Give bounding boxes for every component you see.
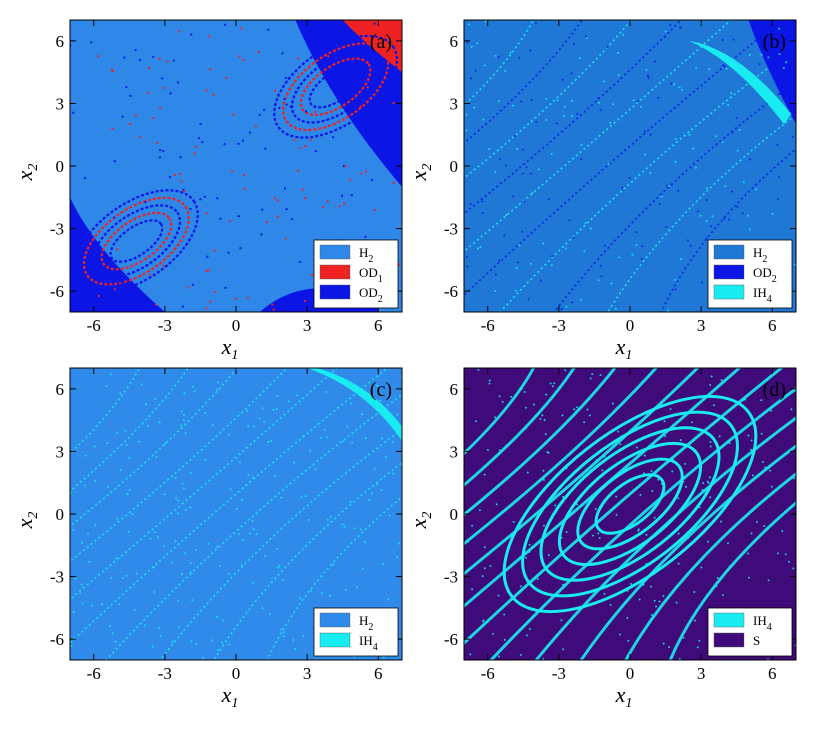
legend-entry-label: IH4 [359, 633, 378, 653]
basin-structures [70, 20, 402, 312]
y-tick-label: -3 [444, 568, 458, 587]
y-tick-label: -3 [50, 568, 64, 587]
y-tick-label: 3 [450, 442, 459, 461]
legend-entry-label: H2 [753, 245, 767, 265]
x-tick-label: 0 [626, 316, 635, 335]
x-tick-label: -3 [552, 664, 566, 683]
legend-entry-label: OD2 [359, 285, 383, 305]
legend-swatch [319, 284, 351, 300]
y-tick-label: 0 [56, 157, 65, 176]
y-axis-label-group: x2 [12, 164, 41, 182]
panel-label: (b) [763, 31, 786, 53]
y-tick-label: 3 [450, 94, 459, 113]
y-tick-label: 3 [56, 94, 65, 113]
legend-entry-label: IH4 [753, 285, 772, 305]
x-tick-label: -3 [158, 664, 172, 683]
basin-structures [70, 368, 402, 660]
x-tick-label: 6 [374, 664, 383, 683]
y-tick-label: 0 [450, 157, 459, 176]
y-axis-label: x2 [406, 512, 435, 530]
x-tick-label: -6 [87, 316, 101, 335]
legend-entry-label: H2 [359, 613, 373, 633]
legend-swatch [319, 632, 351, 648]
legend-entry-label: S [753, 633, 760, 648]
y-tick-label: -3 [50, 220, 64, 239]
y-tick-label: -6 [50, 630, 64, 649]
y-axis-label: x2 [12, 512, 41, 530]
x-tick-label: 0 [232, 664, 241, 683]
panel-label: (c) [370, 379, 392, 401]
y-tick-label: 6 [56, 380, 65, 399]
y-axis-label-group: x2 [406, 512, 435, 530]
y-tick-label: 6 [56, 32, 65, 51]
x-axis-label: x1 [615, 334, 633, 363]
y-axis-label: x2 [12, 164, 41, 182]
legend-swatch [713, 264, 745, 280]
x-tick-label: 3 [697, 664, 706, 683]
x-tick-label: 3 [697, 316, 706, 335]
x-tick-label: 3 [303, 316, 312, 335]
x-tick-label: 0 [626, 664, 635, 683]
y-axis-label-group: x2 [12, 512, 41, 530]
x-tick-label: 6 [374, 316, 383, 335]
legend-swatch [319, 264, 351, 280]
x-tick-label: -6 [481, 316, 495, 335]
x-axis-label: x1 [221, 334, 239, 363]
y-axis-label: x2 [406, 164, 435, 182]
legend-swatch [713, 244, 745, 260]
legend-entry-label: H2 [359, 245, 373, 265]
basin-structures [464, 368, 796, 660]
basin-structures [464, 20, 796, 312]
y-tick-label: 6 [450, 380, 459, 399]
panel-label: (a) [370, 31, 392, 53]
legend-swatch [713, 284, 745, 300]
legend-swatch [319, 612, 351, 628]
x-tick-label: -3 [552, 316, 566, 335]
x-tick-label: -3 [158, 316, 172, 335]
y-tick-label: 6 [450, 32, 459, 51]
x-tick-label: -6 [481, 664, 495, 683]
x-axis-label: x1 [221, 682, 239, 711]
panel-label: (d) [763, 379, 786, 401]
y-tick-label: 3 [56, 442, 65, 461]
x-tick-label: 3 [303, 664, 312, 683]
x-tick-label: 0 [232, 316, 241, 335]
legend-entry-label: IH4 [753, 613, 772, 633]
legend-swatch [713, 632, 745, 648]
y-tick-label: -3 [444, 220, 458, 239]
y-tick-label: -6 [444, 282, 458, 301]
legend-entry-label: OD2 [753, 265, 777, 285]
y-tick-label: 0 [450, 505, 459, 524]
y-tick-label: -6 [50, 282, 64, 301]
legend-entry-label: OD1 [359, 265, 383, 285]
legend-swatch [713, 612, 745, 628]
x-tick-label: 6 [768, 316, 777, 335]
x-tick-label: 6 [768, 664, 777, 683]
x-axis-label: x1 [615, 682, 633, 711]
y-tick-label: 0 [56, 505, 65, 524]
x-tick-label: -6 [87, 664, 101, 683]
legend-swatch [319, 244, 351, 260]
y-axis-label-group: x2 [406, 164, 435, 182]
y-tick-label: -6 [444, 630, 458, 649]
